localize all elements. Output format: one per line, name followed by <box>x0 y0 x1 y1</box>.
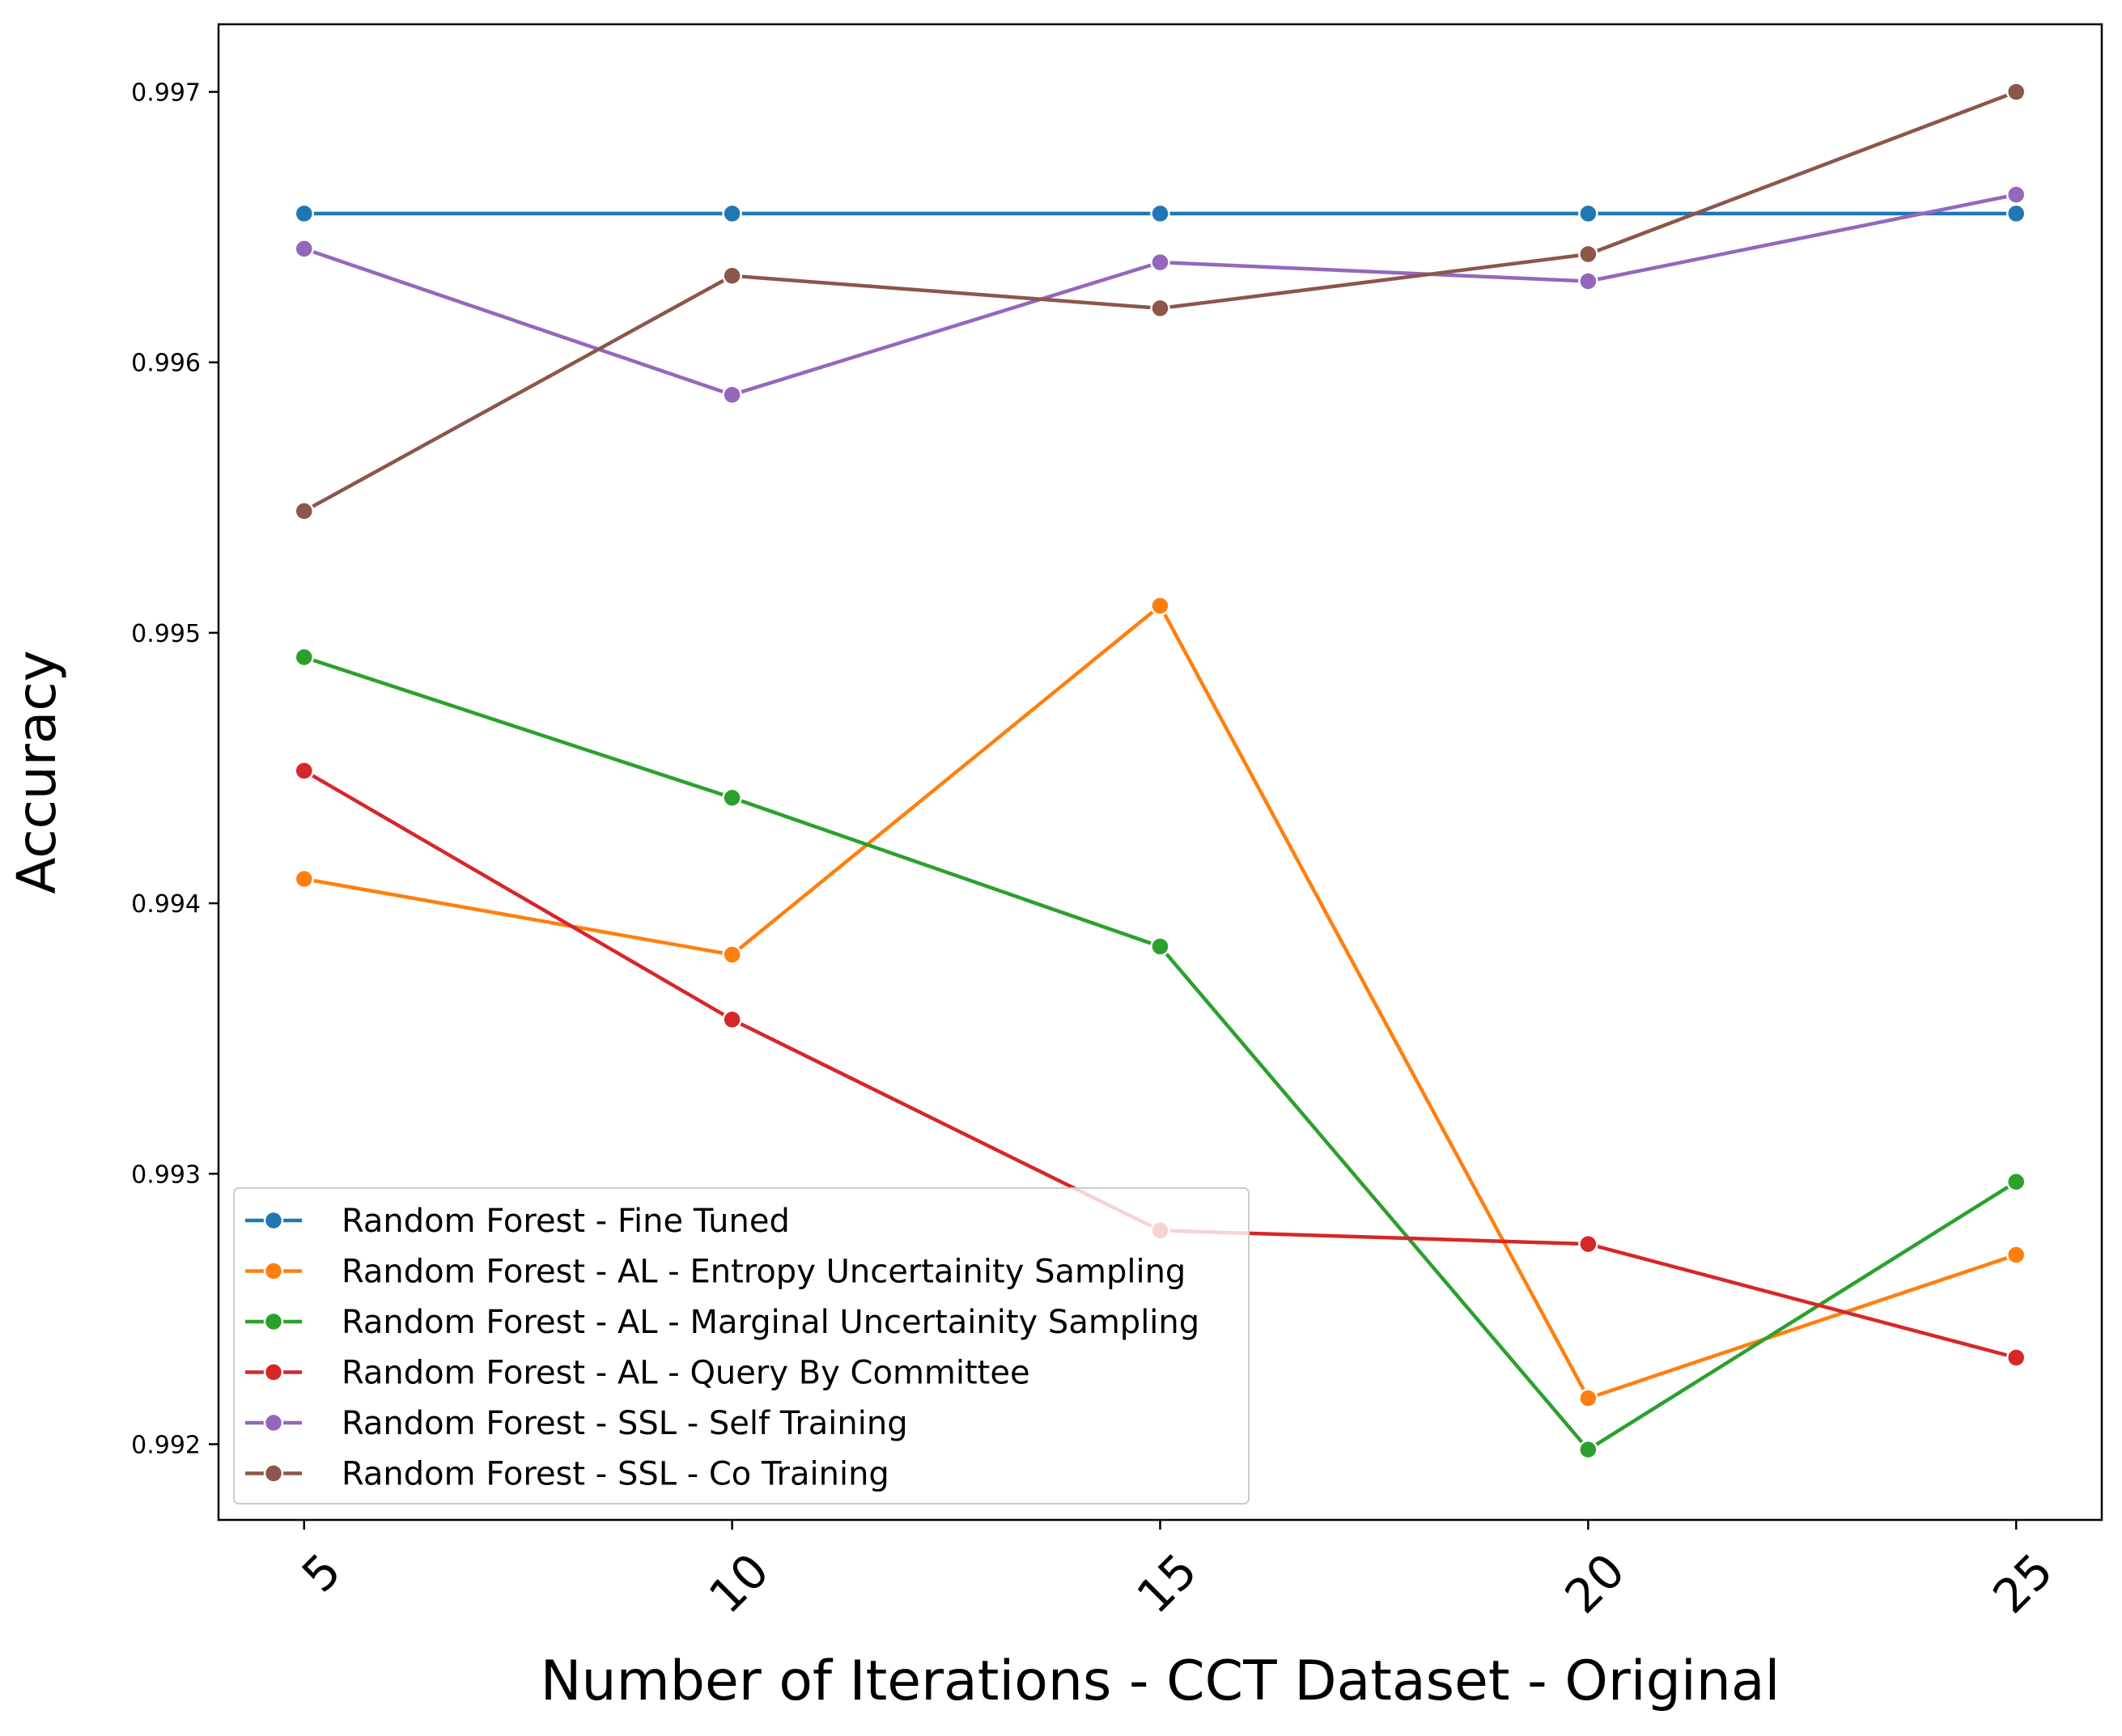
legend-swatch-marker <box>263 1261 284 1281</box>
data-point <box>2005 185 2027 205</box>
data-point <box>2005 1245 2027 1265</box>
y-tick-label: 0.997 <box>131 79 201 108</box>
data-point <box>1150 203 1170 224</box>
series-2 <box>294 596 2027 1408</box>
data-point <box>722 1009 742 1030</box>
data-point <box>2005 1172 2027 1192</box>
legend-swatch-marker <box>263 1463 284 1483</box>
data-point <box>294 239 315 259</box>
legend-item: Random Forest - Fine Tuned <box>245 1203 790 1240</box>
data-point <box>1150 252 1170 273</box>
data-point <box>722 203 742 224</box>
legend-box <box>233 1187 1250 1505</box>
legend-label: Random Forest - AL - Query By Committee <box>342 1355 1030 1392</box>
data-point <box>722 265 742 287</box>
series-layer <box>294 82 2027 1460</box>
y-tick-label: 0.996 <box>131 350 201 378</box>
legend-item: Random Forest - AL - Entropy Uncertainit… <box>245 1254 1186 1291</box>
data-point <box>1578 244 1598 265</box>
y-tick-label: 0.994 <box>131 890 201 919</box>
data-point <box>294 647 315 668</box>
data-point <box>722 944 742 965</box>
data-point <box>294 501 315 521</box>
series-3 <box>294 647 2027 1460</box>
y-axis: 0.992 0.993 0.994 0.995 0.996 0.997 <box>131 79 219 1459</box>
legend: Random Forest - Fine Tuned Random Forest … <box>233 1187 1250 1505</box>
y-axis-label: Accuracy <box>6 650 68 893</box>
data-point <box>1578 203 1598 224</box>
data-point <box>294 868 315 889</box>
data-point <box>1578 271 1598 291</box>
data-point <box>294 203 315 224</box>
data-point <box>1578 1439 1598 1460</box>
legend-item: Random Forest - SSL - Co Training <box>245 1456 889 1493</box>
data-point <box>1150 298 1170 319</box>
data-point <box>722 384 742 405</box>
legend-label: Random Forest - SSL - Co Training <box>342 1456 889 1493</box>
data-point <box>2005 82 2027 102</box>
series-1 <box>294 203 2027 224</box>
data-point <box>1150 596 1170 616</box>
legend-item: Random Forest - AL - Query By Committee <box>245 1355 1030 1392</box>
x-axis-label: Number of Iterations - CCT Dataset - Ori… <box>541 1649 1780 1713</box>
y-tick-label: 0.992 <box>131 1431 201 1459</box>
data-point <box>2005 1348 2027 1368</box>
series-5 <box>294 185 2027 405</box>
y-tick-label: 0.993 <box>131 1161 201 1189</box>
legend-swatch-marker <box>263 1311 284 1332</box>
series-6 <box>294 82 2027 521</box>
legend-swatch-marker <box>263 1362 284 1382</box>
data-point <box>1578 1388 1598 1408</box>
y-tick-label: 0.995 <box>131 620 201 648</box>
legend-swatch-marker <box>263 1412 284 1433</box>
data-point <box>1150 936 1170 957</box>
data-point <box>1578 1233 1598 1254</box>
legend-item: Random Forest - AL - Marginal Uncertaini… <box>245 1304 1199 1341</box>
data-point <box>294 761 315 781</box>
data-point <box>722 787 742 808</box>
legend-label: Random Forest - AL - Marginal Uncertaini… <box>342 1304 1199 1341</box>
data-point <box>2005 203 2027 224</box>
legend-item: Random Forest - SSL - Self Training <box>245 1405 908 1442</box>
legend-swatch-marker <box>263 1210 284 1231</box>
legend-label: Random Forest - AL - Entropy Uncertainit… <box>342 1254 1186 1291</box>
legend-label: Random Forest - SSL - Self Training <box>342 1405 908 1442</box>
legend-label: Random Forest - Fine Tuned <box>342 1203 790 1240</box>
